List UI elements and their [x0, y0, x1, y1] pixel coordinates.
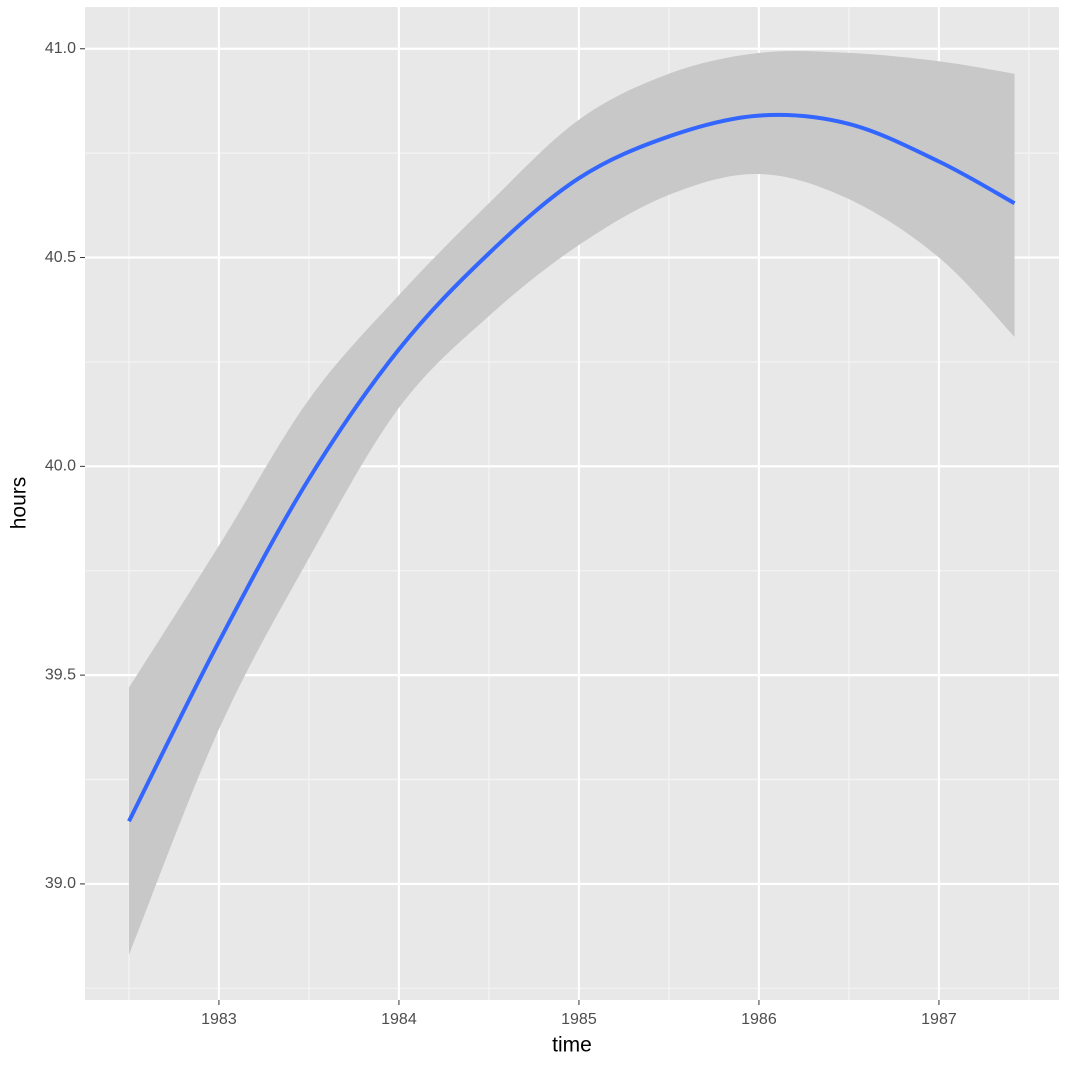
y-tick-label: 41.0: [45, 40, 76, 57]
y-tick-label: 40.0: [45, 458, 76, 475]
x-tick-label: 1985: [561, 1011, 597, 1028]
smooth-line: [127, 112, 1016, 823]
y-axis-title: hours: [8, 477, 31, 530]
x-tick-label: 1986: [741, 1011, 777, 1028]
x-tick-label: 1984: [381, 1011, 417, 1028]
y-tick-label: 40.5: [45, 249, 76, 266]
x-tick-label: 1983: [201, 1011, 237, 1028]
y-tick-label: 39.5: [45, 666, 76, 683]
x-axis-title: time: [552, 1034, 592, 1057]
y-tick-label: 39.0: [45, 875, 76, 892]
x-tick-label: 1987: [921, 1011, 957, 1028]
confidence-band: [128, 51, 1015, 955]
